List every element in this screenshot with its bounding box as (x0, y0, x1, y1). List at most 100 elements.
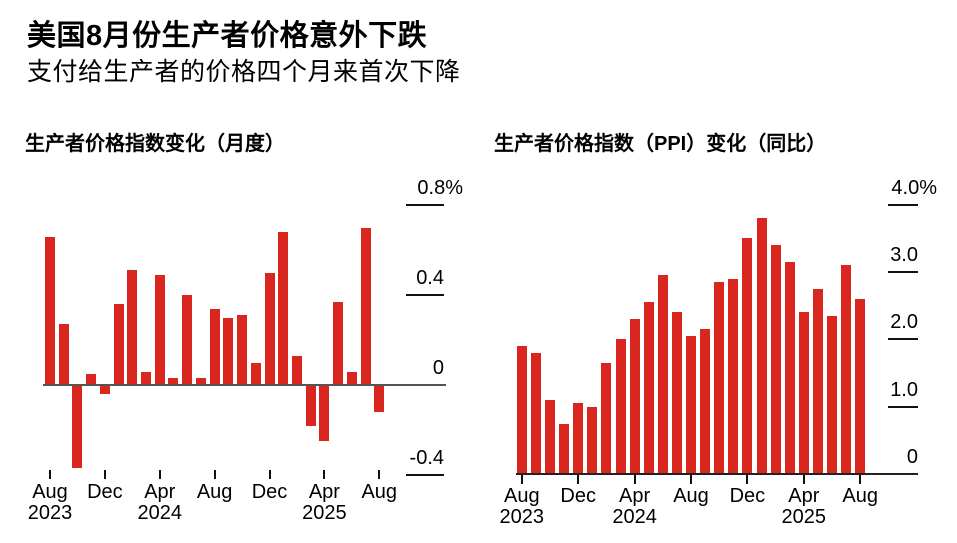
bar-nov-2023 (559, 423, 570, 474)
x-tick-month: Aug (673, 485, 709, 507)
bar-may-2024 (643, 302, 654, 474)
x-tick-month: Dec (87, 481, 123, 503)
x-tick-mark (49, 470, 51, 479)
bar-jun-2025 (346, 371, 357, 385)
x-tick-mark (633, 475, 636, 484)
y-tick-dash (888, 405, 918, 408)
x-tick-mark (859, 475, 862, 484)
y-tick-label: 1.0 (890, 378, 918, 401)
x-tick-month: Aug (842, 485, 878, 507)
bar-oct-2023 (72, 385, 83, 469)
bar-apr-2024 (629, 319, 640, 474)
bar-dec-2023 (99, 385, 110, 394)
bar-feb-2024 (127, 270, 138, 385)
y-tick-dash (888, 271, 918, 274)
chart-title-monthly: 生产者价格指数变化（月度） (25, 133, 285, 155)
bar-sep-2024 (700, 329, 711, 474)
x-tick-year: 2024 (137, 502, 183, 524)
y-tick-dash (406, 474, 444, 476)
bar-nov-2023 (86, 373, 97, 385)
bar-mar-2024 (615, 339, 626, 474)
bar-aug-2025 (855, 299, 866, 474)
x-tick-mark (378, 470, 381, 479)
y-tick-dash (888, 203, 918, 206)
y-tick-label: 0.8% (417, 177, 463, 199)
bar-apr-2025 (319, 385, 330, 442)
bar-jul-2025 (841, 265, 852, 474)
y-tick-dash (888, 473, 918, 475)
bar-jan-2024 (113, 304, 124, 385)
y-tick-label: 4.0% (891, 176, 937, 199)
bar-jun-2025 (827, 315, 837, 474)
x-axis-line (43, 384, 446, 386)
x-tick-month: Apr (144, 481, 176, 503)
bar-mar-2025 (305, 385, 316, 426)
x-axis-line (516, 473, 918, 475)
x-tick-month: Dec (251, 481, 288, 503)
bar-dec-2024 (742, 238, 753, 474)
bar-dec-2024 (264, 272, 275, 385)
bar-feb-2024 (601, 362, 612, 474)
bar-jul-2024 (195, 378, 206, 385)
y-tick-label: 0 (906, 446, 918, 468)
y-tick-dash (406, 294, 444, 296)
x-tick-year: 2024 (612, 506, 657, 528)
x-tick-mark (802, 475, 805, 484)
x-tick-mark (690, 475, 692, 484)
x-tick-year: 2023 (499, 506, 545, 528)
x-tick-year: 2025 (781, 506, 827, 528)
bar-jun-2024 (657, 275, 668, 474)
x-tick-mark (520, 475, 523, 484)
bar-sep-2024 (223, 317, 234, 385)
x-tick-mark (103, 470, 106, 479)
x-tick-mark (577, 475, 580, 484)
bar-may-2025 (333, 301, 344, 385)
x-tick-mark (268, 470, 271, 479)
bar-may-2024 (168, 378, 179, 385)
bar-mar-2025 (784, 262, 795, 474)
bar-jul-2024 (671, 312, 682, 474)
x-tick-month: Aug (196, 481, 233, 503)
page-title: 美国8月份生产者价格意外下跌 (27, 20, 428, 52)
bar-apr-2024 (154, 274, 165, 385)
y-tick-label: -0.4 (409, 447, 444, 469)
bar-sep-2023 (58, 324, 69, 385)
x-tick-month: Apr (619, 485, 651, 507)
x-tick-year: 2023 (27, 502, 73, 524)
bar-may-2025 (812, 288, 823, 474)
x-tick-mark (323, 470, 326, 479)
x-tick-month: Apr (788, 485, 820, 507)
x-tick-month: Aug (361, 481, 398, 503)
bar-oct-2024 (714, 282, 725, 474)
x-tick-year: 2025 (302, 502, 347, 524)
bar-aug-2024 (209, 308, 220, 385)
bar-feb-2025 (770, 245, 781, 474)
bar-jan-2025 (756, 218, 767, 474)
y-tick-label: 2.0 (890, 311, 918, 334)
bar-jul-2025 (360, 227, 371, 385)
y-tick-dash (406, 384, 444, 386)
bar-jun-2024 (182, 295, 193, 385)
y-tick-dash (888, 338, 918, 341)
x-tick-mark (158, 470, 161, 479)
bar-aug-2023 (45, 236, 55, 385)
bar-nov-2024 (728, 278, 739, 474)
x-tick-mark (746, 475, 749, 484)
x-tick-month: Dec (560, 485, 596, 507)
page-subtitle: 支付给生产者的价格四个月来首次下降 (27, 58, 461, 86)
y-tick-dash (406, 204, 444, 206)
bar-oct-2023 (545, 399, 555, 474)
bar-aug-2024 (686, 336, 696, 474)
bar-jan-2024 (587, 406, 598, 474)
x-tick-month: Dec (729, 485, 766, 507)
y-tick-label: 0.4 (416, 267, 444, 289)
x-tick-mark (213, 470, 216, 479)
bar-feb-2025 (291, 355, 302, 385)
x-tick-month: Aug (504, 485, 540, 507)
bar-jan-2025 (278, 232, 289, 385)
y-tick-label: 0 (432, 357, 444, 379)
bar-aug-2025 (374, 385, 385, 412)
bar-aug-2023 (516, 346, 527, 474)
bar-dec-2023 (573, 403, 584, 474)
bar-sep-2023 (530, 352, 541, 474)
